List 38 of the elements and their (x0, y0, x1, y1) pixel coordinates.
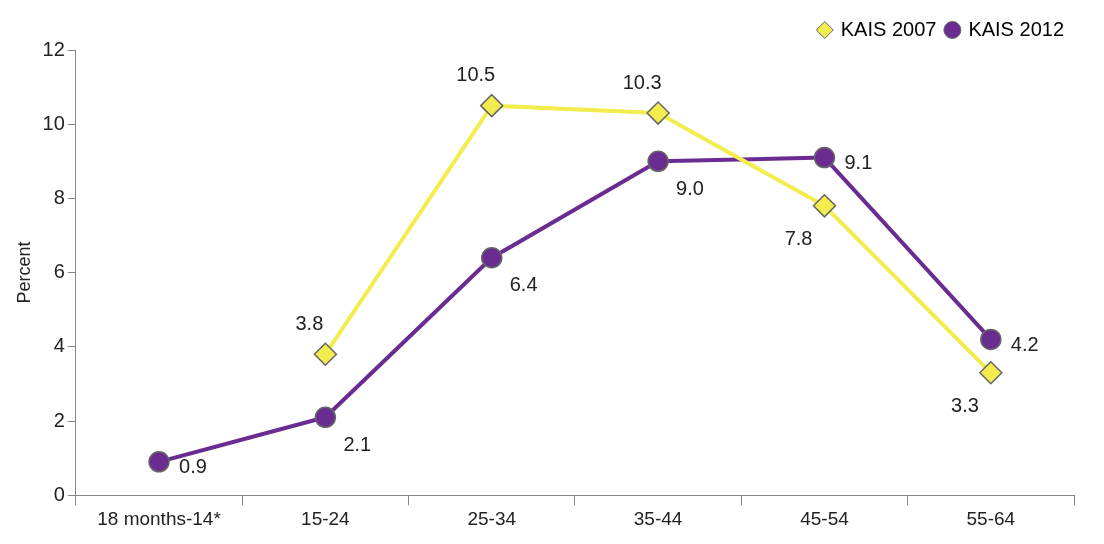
data-label: 4.2 (1010, 332, 1039, 355)
legend-label: KAIS 2012 (968, 17, 1064, 40)
point (313, 342, 338, 366)
point (980, 328, 1002, 351)
x-tick-label: 35-44 (633, 507, 683, 529)
y-axis-title: Percent (13, 241, 34, 304)
point (314, 406, 337, 429)
y-tick-label: 6 (53, 260, 65, 283)
data-label: 3.3 (951, 394, 979, 417)
x-tick-label: 45-54 (800, 507, 850, 529)
data-label: 9.1 (844, 151, 873, 174)
data-label: 0.9 (179, 455, 207, 478)
x-tick-label: 55-64 (966, 507, 1016, 529)
x-tick-label: 18 months-14* (97, 507, 222, 529)
point (647, 150, 669, 173)
y-tick-label: 8 (53, 185, 65, 208)
point (812, 194, 837, 218)
data-label: 3.8 (295, 311, 324, 334)
data-label: 10.3 (622, 70, 662, 93)
data-label: 9.0 (676, 176, 704, 199)
y-tick-label: 0 (53, 482, 65, 505)
y-tick-label: 10 (42, 111, 65, 134)
point (148, 451, 170, 473)
x-tick-label: 15-24 (301, 507, 351, 529)
y-tick-label: 4 (53, 334, 65, 357)
data-label: 10.5 (456, 63, 496, 86)
data-label: 7.8 (784, 227, 813, 250)
data-label: 6.4 (509, 273, 538, 296)
point (479, 93, 504, 118)
y-tick-label: 2 (53, 408, 65, 431)
y-tick-label: 12 (42, 37, 65, 60)
point (979, 361, 1003, 385)
legend-label: KAIS 2007 (840, 17, 937, 40)
point (646, 101, 670, 125)
point (480, 247, 503, 269)
data-label: 2.1 (343, 432, 372, 455)
point (813, 146, 836, 169)
x-tick-label: 25-34 (467, 507, 517, 529)
